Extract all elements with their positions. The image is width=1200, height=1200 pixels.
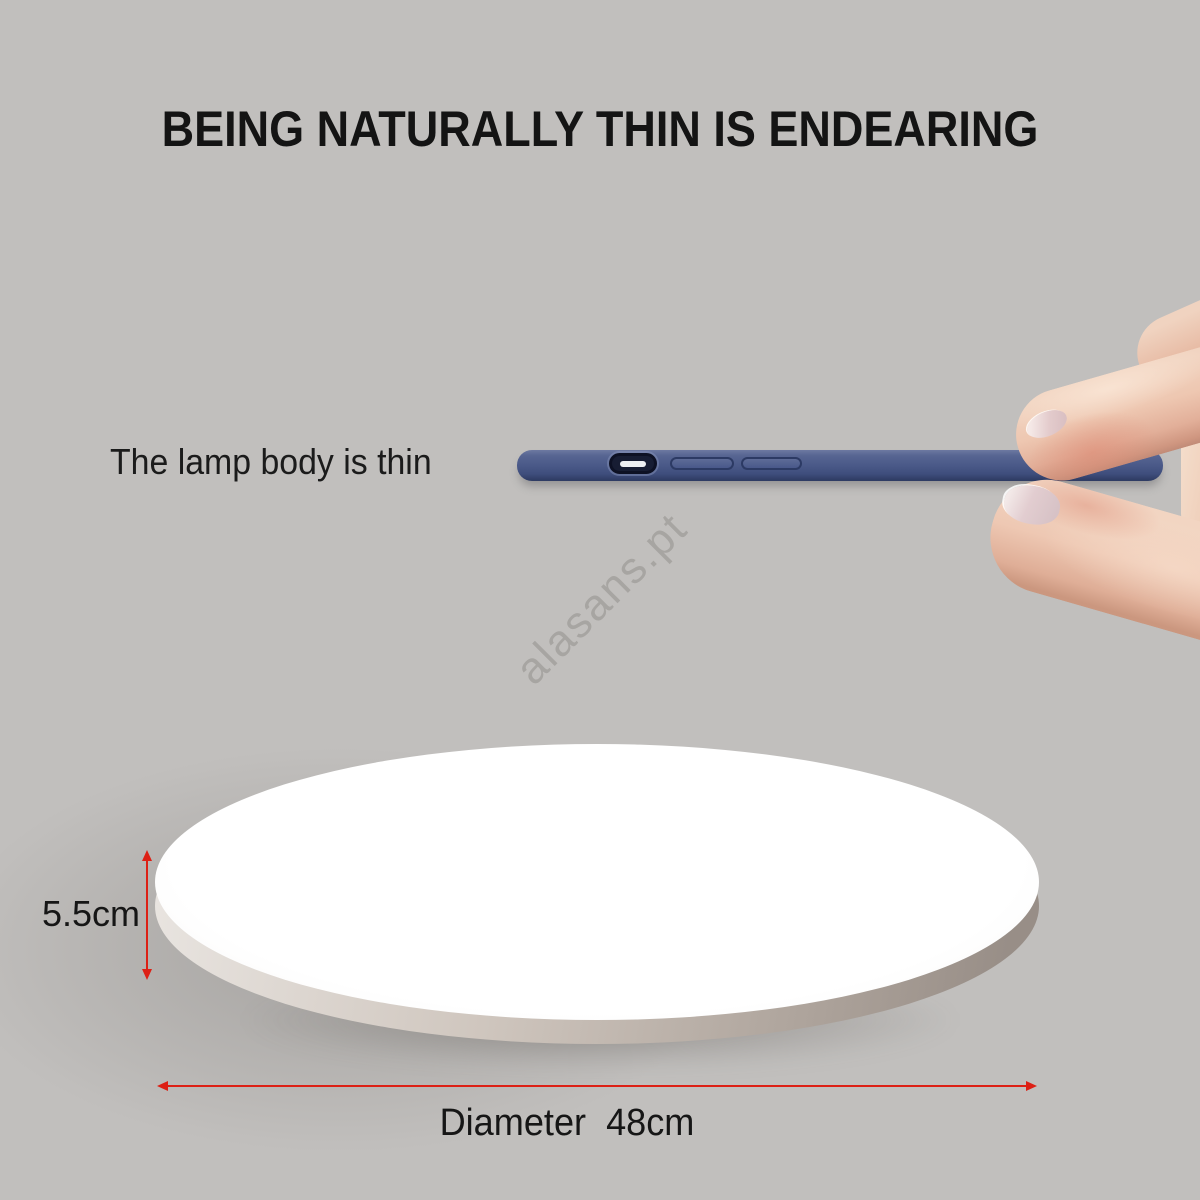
thickness-arrow: [141, 850, 153, 980]
usb-c-slot: [620, 460, 646, 467]
watermark: alasans.pt: [506, 503, 697, 694]
callout-text: The lamp body is thin: [110, 441, 432, 482]
arrow-left-icon: [157, 1081, 168, 1091]
pill-slot-right: [741, 457, 802, 470]
usb-c-port-icon: [609, 453, 657, 474]
arrow-down-icon: [142, 969, 152, 980]
lamp-surface: [155, 744, 1039, 1020]
diameter-arrow: [157, 1080, 1037, 1092]
arrow-line: [165, 1085, 1029, 1087]
thickness-label: 5.5cm: [41, 893, 140, 934]
arrow-up-icon: [142, 850, 152, 861]
pill-slot-left: [670, 457, 734, 470]
arrow-right-icon: [1026, 1081, 1037, 1091]
page-title: BEING NATURALLY THIN IS ENDEARING: [161, 101, 1039, 157]
arrow-line: [146, 858, 148, 972]
diameter-label: Diameter 48cm: [439, 1102, 695, 1144]
